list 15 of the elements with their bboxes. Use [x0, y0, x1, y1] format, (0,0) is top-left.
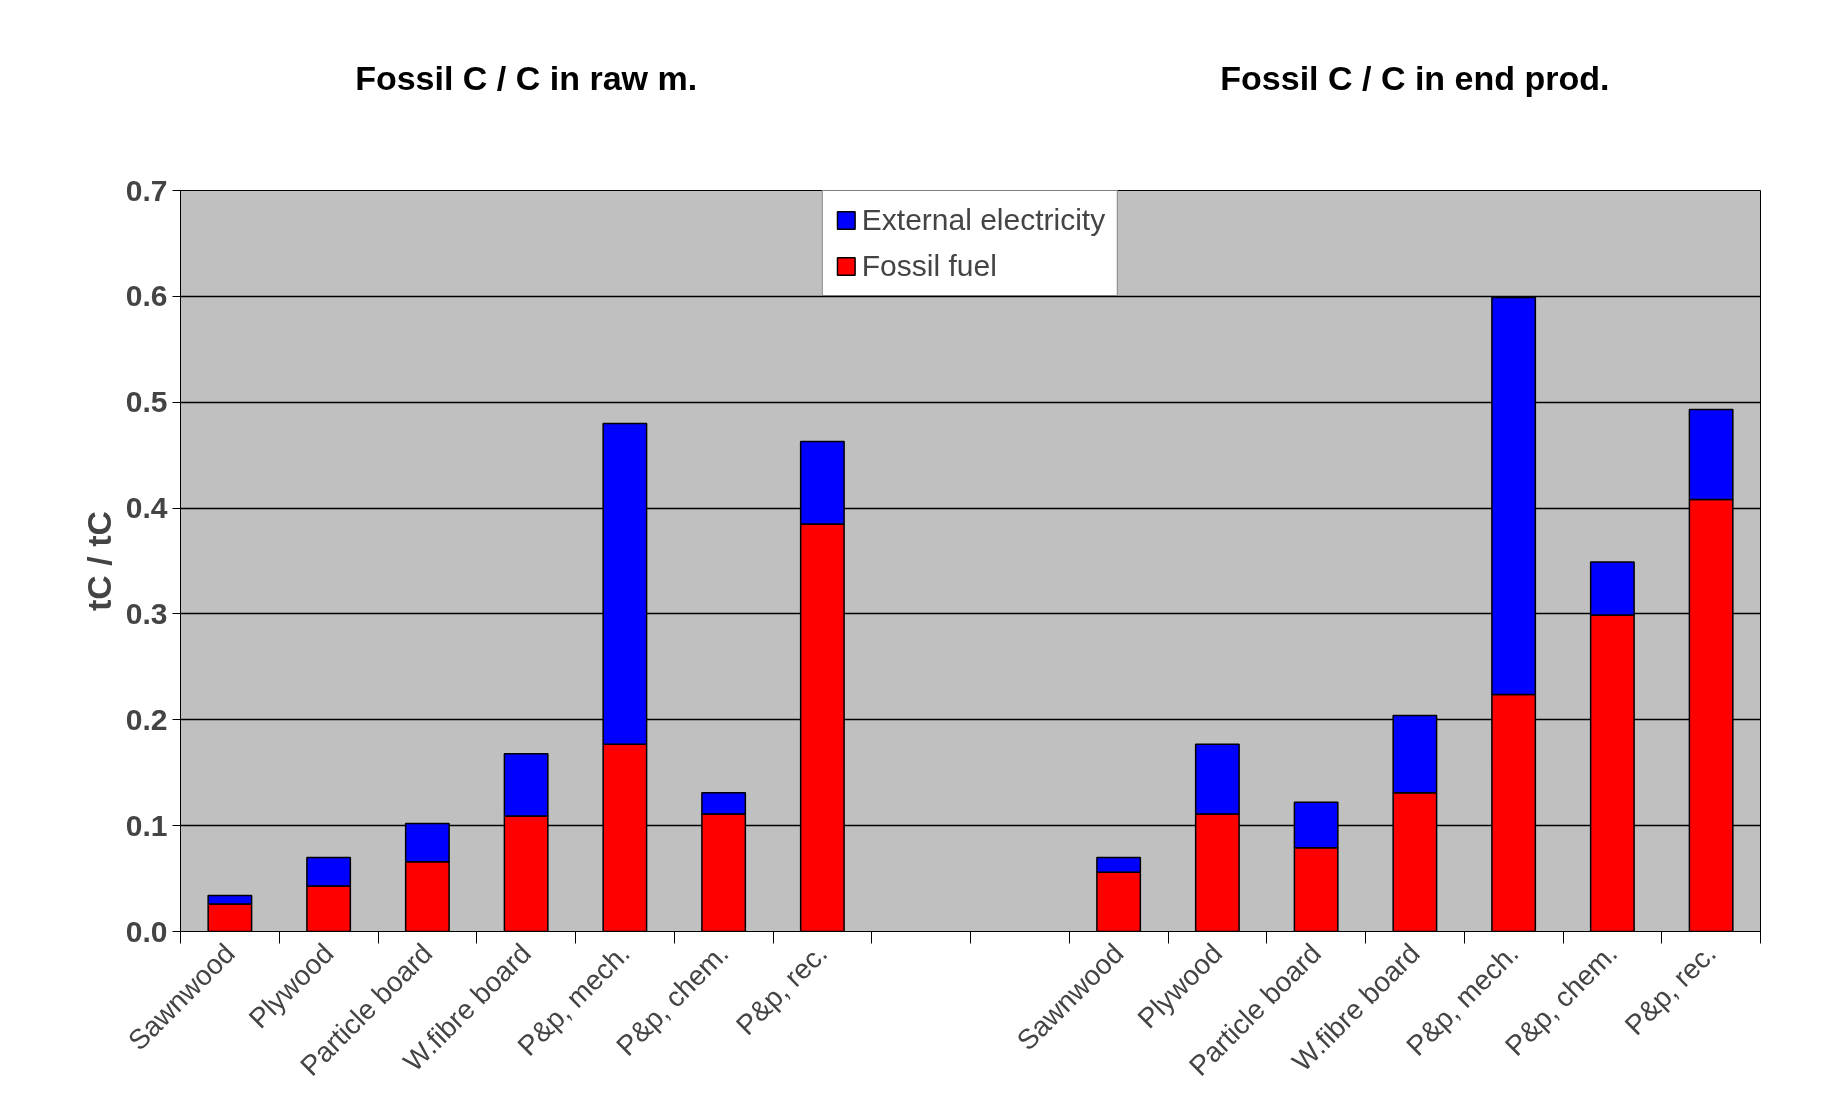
- legend-label: Fossil fuel: [861, 249, 997, 283]
- y-tick-label: 0.3: [125, 596, 168, 630]
- y-tick-label: 0.6: [125, 279, 168, 313]
- y-axis-title: tC / tC: [79, 510, 118, 612]
- y-tick-label: 0.0: [125, 914, 168, 948]
- legend-label: External electricity: [861, 203, 1106, 237]
- y-tick-label: 0.7: [125, 173, 168, 207]
- x-tick-label: P&p, rec.: [729, 937, 834, 1041]
- y-tick-label: 0.1: [125, 808, 168, 842]
- y-tick-label: 0.5: [125, 385, 168, 419]
- y-tick-label: 0.4: [125, 491, 168, 525]
- x-tick-label: P&p, rec.: [1618, 937, 1723, 1041]
- text: Fossil C / C in end prod.: [1220, 58, 1610, 97]
- text: Fossil C / C in raw m.: [355, 58, 698, 97]
- y-tick-label: 0.2: [125, 702, 168, 736]
